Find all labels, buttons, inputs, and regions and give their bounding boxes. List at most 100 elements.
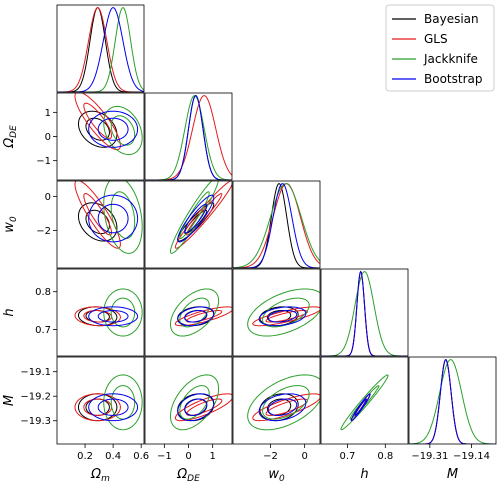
panel-bg-ODE-ODE (145, 93, 232, 180)
contour-gls-ODE-h-2 (174, 306, 232, 327)
panel-frame-M-Om (56, 356, 145, 445)
xtick-label-M-1: −19.14 (453, 451, 490, 462)
ytick-label-M-2: −19.3 (20, 416, 51, 427)
contour-gls-Om-ODE-2 (74, 93, 121, 151)
contour-bayesian-Om-w0-2 (77, 202, 118, 242)
contour-gls-ODE-w0-2 (174, 181, 232, 249)
contour-bootstrap-Om-h-2 (88, 306, 139, 327)
contour-bayesian-ODE-w0-1 (184, 209, 208, 235)
contour-bayesian-Om-w0-1 (85, 209, 110, 235)
panel-bg-ODE-Om (57, 93, 144, 180)
panel-M-ODE (169, 374, 232, 431)
xaxis-label-w0: w0 (268, 467, 285, 484)
contour-gls-Om-M-2 (74, 393, 121, 422)
contour-bootstrap-ODE-w0-2 (177, 194, 215, 243)
contour-jackknife-Om-h-2 (103, 288, 143, 337)
panel-frame-h-h (320, 268, 409, 357)
contour-bootstrap-Om-w0-1 (97, 203, 129, 234)
ytick-label-M-1: −19.2 (20, 392, 51, 403)
ytick-label-ODE-0: −1 (36, 156, 51, 167)
contour-jackknife-ODE-M-1 (179, 385, 210, 420)
contour-jackknife-Om-h-1 (110, 297, 136, 328)
posterior-curve-bootstrap-ODE (145, 95, 232, 180)
contour-bootstrap-ODE-h-2 (177, 306, 215, 327)
contour-bootstrap-w0-h-1 (267, 310, 298, 323)
panel-bg-w0-Om (57, 181, 144, 268)
ytick-label-w0-1: 0 (45, 192, 51, 203)
posterior-curve-gls-w0 (233, 183, 320, 268)
panel-bg-w0-w0 (233, 181, 320, 268)
ytick-label-h-0: 0.7 (35, 325, 51, 336)
contour-bootstrap-w0-h-2 (258, 306, 307, 327)
contour-jackknife-h-M-2 (340, 374, 389, 431)
contour-gls-Om-ODE-1 (83, 102, 113, 139)
legend-label-gls: GLS (424, 32, 448, 46)
panel-ODE-Om (74, 93, 143, 156)
contour-bootstrap-w0-M-1 (267, 398, 298, 416)
panel-M-Om (74, 374, 143, 431)
xaxis-label-ODE: ΩDE (176, 467, 200, 484)
panel-frame-h-ODE (144, 268, 233, 357)
panel-h-Om (74, 288, 143, 337)
yaxis-label-M: M (2, 395, 17, 406)
contour-gls-w0-h-1 (265, 310, 308, 323)
yaxis-label-h: h (2, 308, 17, 316)
contour-jackknife-Om-M-2 (103, 374, 143, 431)
contour-jackknife-Om-M-1 (110, 385, 136, 420)
panel-bg-Om-Om (57, 5, 144, 92)
contour-gls-w0-M-1 (265, 398, 308, 416)
xtick-label-h-0: 0.7 (340, 451, 356, 462)
panel-bg-M-M (409, 357, 496, 444)
contour-bootstrap-Om-M-2 (88, 393, 139, 422)
panel-frame-Om-Om (56, 4, 145, 93)
contour-bootstrap-h-M-1 (354, 398, 367, 416)
contour-gls-Om-w0-1 (83, 193, 113, 236)
legend-label-bootstrap: Bootstrap (424, 72, 482, 86)
panel-frame-M-w0 (232, 356, 321, 445)
ytick-label-h-1: 0.8 (35, 287, 51, 298)
xtick-label-Om-1: 0.4 (105, 451, 121, 462)
legend-label-jackknife: Jackknife (423, 52, 478, 66)
xaxis-label-Om: Ωm (90, 467, 110, 484)
xtick-label-ODE-0: −1 (157, 451, 172, 462)
ytick-label-w0-0: −2 (36, 226, 51, 237)
panel-h-h (321, 270, 408, 356)
contour-bootstrap-ODE-h-1 (184, 310, 208, 323)
panel-frame-w0-w0 (232, 180, 321, 269)
contour-jackknife-h-M-1 (349, 385, 380, 420)
legend-label-bayesian: Bayesian (424, 12, 479, 26)
contour-bootstrap-Om-ODE-2 (88, 110, 139, 148)
yaxis-label-w0: w0 (2, 216, 19, 233)
xtick-label-ODE-1: 0 (185, 451, 191, 462)
contour-bootstrap-w0-M-2 (258, 393, 307, 422)
contour-bootstrap-h-M-2 (350, 393, 371, 422)
xtick-label-w0-0: −2 (263, 451, 278, 462)
xtick-label-w0-1: 0 (301, 451, 307, 462)
contour-bootstrap-ODE-M-2 (177, 393, 215, 422)
contour-jackknife-w0-M-1 (262, 385, 310, 420)
ytick-label-ODE-1: 0 (45, 132, 51, 143)
panel-M-h (340, 374, 389, 431)
panel-frame-M-h (320, 356, 409, 445)
xtick-label-Om-0: 0.2 (77, 451, 93, 462)
panel-M-w0 (247, 374, 320, 431)
yaxis-label-ODE: ΩDE (2, 125, 19, 149)
panel-h-ODE (169, 288, 232, 337)
panel-frame-h-w0 (232, 268, 321, 357)
contour-jackknife-w0-h-2 (247, 288, 320, 337)
ytick-label-M-0: −19.1 (20, 367, 51, 378)
xtick-label-h-1: 0.8 (377, 451, 393, 462)
panel-frame-ODE-ODE (144, 92, 233, 181)
panel-h-w0 (247, 288, 320, 337)
panel-bg-M-ODE (145, 357, 232, 444)
contour-bayesian-Om-ODE-2 (77, 110, 118, 148)
contour-gls-ODE-w0-1 (186, 193, 223, 236)
contour-jackknife-ODE-w0-2 (169, 181, 219, 254)
contour-jackknife-w0-h-1 (262, 297, 310, 328)
contour-bootstrap-Om-ODE-1 (97, 117, 129, 141)
contour-bootstrap-Om-h-1 (97, 310, 129, 323)
posterior-curve-jackknife-M (409, 359, 496, 444)
panel-w0-Om (74, 181, 143, 254)
contour-jackknife-ODE-h-2 (169, 288, 220, 337)
